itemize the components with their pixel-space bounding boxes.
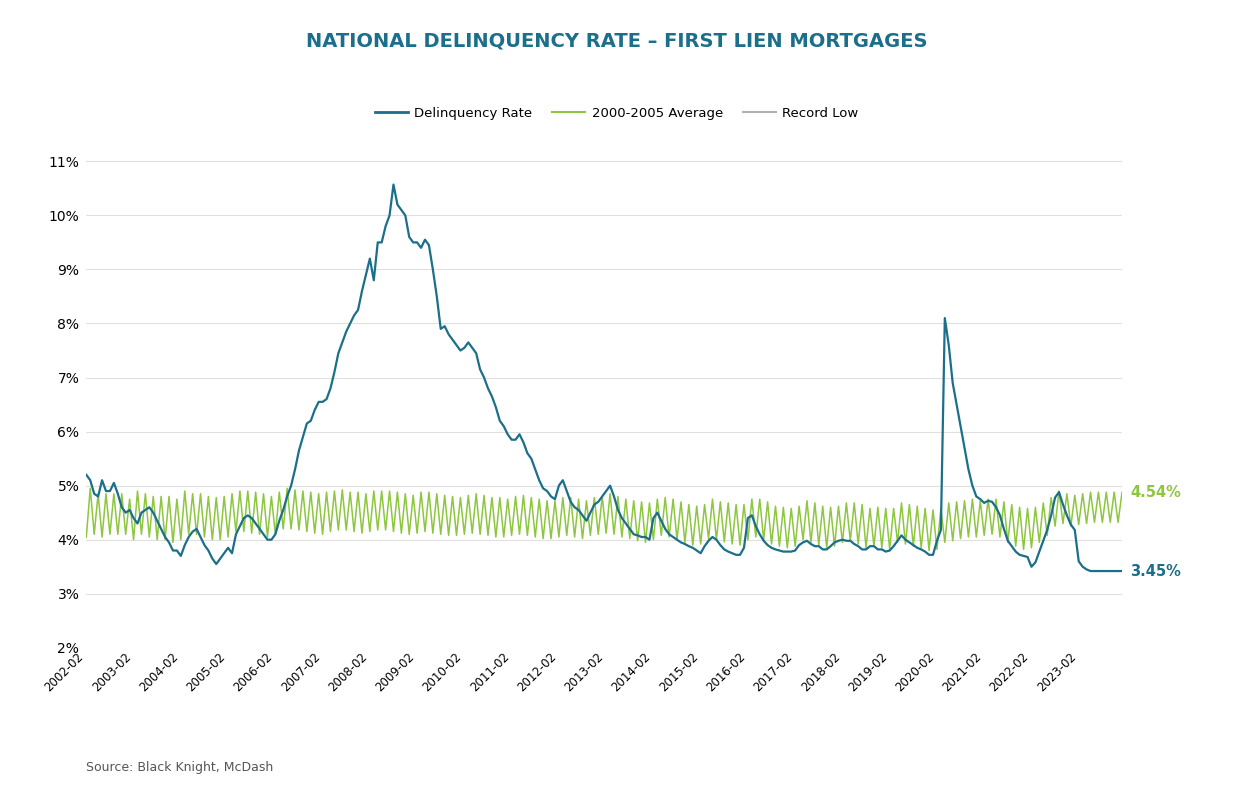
Text: 3.45%: 3.45% (1129, 563, 1181, 578)
Text: Source: Black Knight, McDash: Source: Black Knight, McDash (86, 762, 274, 774)
Text: 4.54%: 4.54% (1129, 484, 1181, 499)
Legend: Delinquency Rate, 2000-2005 Average, Record Low: Delinquency Rate, 2000-2005 Average, Rec… (369, 101, 864, 125)
Text: NATIONAL DELINQUENCY RATE – FIRST LIEN MORTGAGES: NATIONAL DELINQUENCY RATE – FIRST LIEN M… (306, 32, 927, 51)
